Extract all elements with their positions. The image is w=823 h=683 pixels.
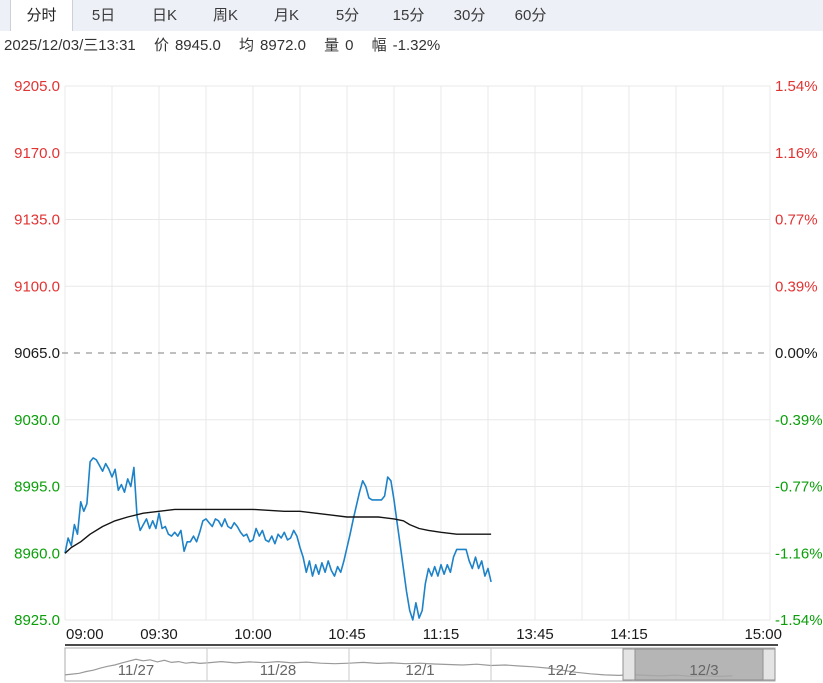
tab-9-60分[interactable]: 60分 bbox=[514, 7, 547, 24]
avg-value: 8972.0 bbox=[260, 37, 306, 54]
average-line bbox=[64, 508, 492, 554]
y-axis-percent-label: 0.39% bbox=[775, 278, 818, 295]
y-axis-percent-label: -0.77% bbox=[775, 479, 823, 496]
tab-2-5日[interactable]: 5日 bbox=[91, 7, 116, 24]
y-axis-percent-label: 0.00% bbox=[775, 345, 818, 362]
y-axis-price-label: 9135.0 bbox=[14, 212, 60, 229]
y-axis-percent-label: -1.16% bbox=[775, 545, 823, 562]
y-axis-price-label: 9030.0 bbox=[14, 412, 60, 429]
navigator-day-label[interactable]: 12/1 bbox=[405, 662, 434, 679]
navigator-day-label[interactable]: 11/28 bbox=[260, 662, 296, 679]
x-axis-time-label: 15:00 bbox=[744, 626, 782, 643]
y-axis-percent-label: 0.77% bbox=[775, 212, 818, 229]
tab-5-月K[interactable]: 月K bbox=[273, 7, 299, 24]
y-axis-percent-label: -1.54% bbox=[775, 612, 823, 629]
tab-4-周K[interactable]: 周K bbox=[212, 7, 238, 24]
tab-1-分时[interactable]: 分时 bbox=[10, 0, 73, 31]
x-axis-time-label: 09:30 bbox=[140, 626, 178, 643]
volume-label: 量 bbox=[324, 37, 340, 54]
datetime-text: 2025/12/03/三13:31 bbox=[4, 37, 136, 54]
y-axis-price-label: 9100.0 bbox=[14, 278, 60, 295]
tab-8-30分[interactable]: 30分 bbox=[453, 7, 486, 24]
price-line bbox=[64, 457, 492, 621]
x-axis-time-label: 09:00 bbox=[66, 626, 104, 643]
tab-3-日K[interactable]: 日K bbox=[151, 7, 177, 24]
y-axis-percent-label: 1.54% bbox=[775, 78, 818, 95]
y-axis-percent-label: -0.39% bbox=[775, 412, 823, 429]
navigator-day-label[interactable]: 11/27 bbox=[118, 662, 154, 679]
x-axis-time-label: 11:15 bbox=[423, 626, 459, 643]
y-axis-price-label: 9065.0 bbox=[14, 345, 60, 362]
volume-value: 0 bbox=[345, 37, 354, 54]
y-axis-price-label: 8925.0 bbox=[14, 612, 60, 629]
y-axis-percent-label: 1.16% bbox=[775, 145, 818, 162]
x-axis-time-label: 10:00 bbox=[234, 626, 272, 643]
x-axis-time-label: 14:15 bbox=[610, 626, 648, 643]
tab-bar: 分时 5日 日K 周K 月K 5分 15分 30分 60分 bbox=[0, 0, 823, 31]
price-value: 8945.0 bbox=[174, 37, 221, 54]
navigator-day-label[interactable]: 12/3 bbox=[689, 662, 718, 679]
y-axis-price-label: 9205.0 bbox=[14, 78, 60, 95]
y-axis-price-label: 8995.0 bbox=[14, 479, 60, 496]
tab-6-5分[interactable]: 5分 bbox=[335, 7, 360, 24]
navigator-selection[interactable] bbox=[634, 648, 776, 681]
navigator-selection-handle-left[interactable] bbox=[622, 648, 636, 681]
price-label: 价 bbox=[153, 37, 169, 54]
navigator-selection-handle-right[interactable] bbox=[762, 648, 776, 681]
navigator-day-label[interactable]: 12/2 bbox=[547, 662, 576, 679]
navigator-sparkline bbox=[64, 658, 733, 678]
change-value: -1.32% bbox=[392, 37, 441, 54]
y-axis-price-label: 8960.0 bbox=[14, 545, 60, 562]
x-axis-time-label: 13:45 bbox=[516, 626, 554, 643]
x-axis-time-label: 10:45 bbox=[328, 626, 366, 643]
y-axis-price-label: 9170.0 bbox=[14, 145, 60, 162]
change-label: 幅 bbox=[371, 37, 387, 54]
avg-label: 均 bbox=[239, 37, 255, 54]
tab-7-15分[interactable]: 15分 bbox=[392, 7, 425, 24]
